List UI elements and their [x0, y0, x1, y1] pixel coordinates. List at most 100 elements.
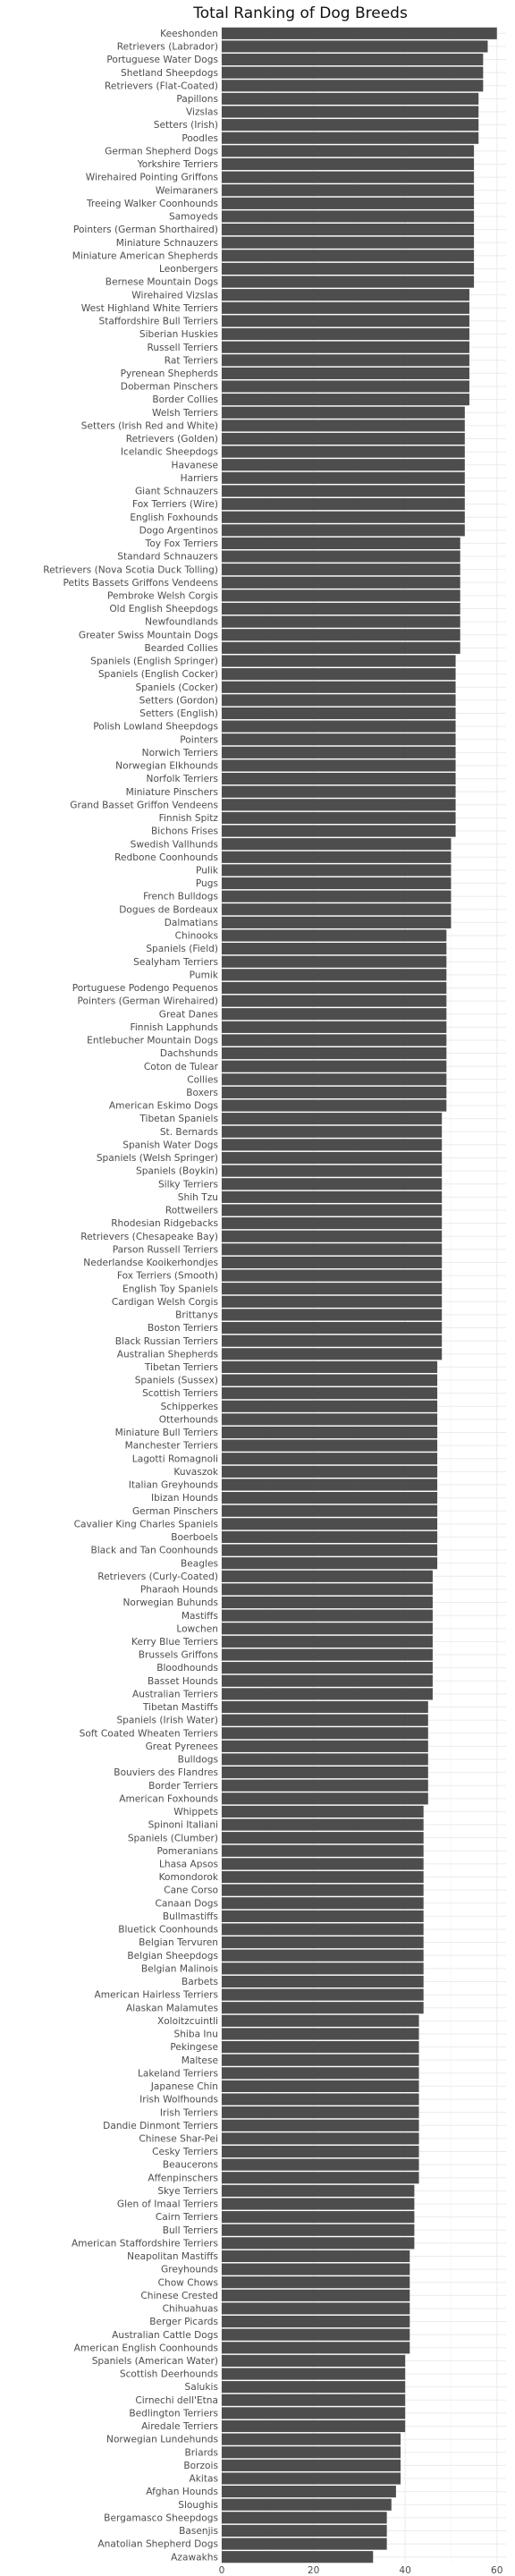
bar	[222, 1243, 443, 1256]
bar	[222, 1570, 433, 1582]
bar	[222, 1648, 433, 1661]
category-label: Bullmastiffs	[163, 1911, 218, 1922]
bar	[222, 380, 469, 393]
bar	[222, 289, 469, 301]
bar	[222, 655, 456, 667]
category-label: Spaniels (Irish Water)	[116, 1716, 218, 1726]
bar	[222, 707, 456, 720]
bar	[222, 1949, 424, 1962]
category-label: Bull Terriers	[163, 2225, 218, 2236]
bar	[222, 1870, 424, 1884]
bar	[222, 2211, 415, 2224]
bar	[222, 1792, 428, 1805]
category-label: Norwich Terriers	[142, 748, 218, 758]
category-label: Toy Fox Terriers	[145, 538, 218, 549]
category-label: Rottweilers	[165, 1206, 218, 1216]
bar-series	[222, 27, 497, 2563]
bar	[222, 641, 460, 654]
bar	[222, 262, 475, 275]
category-label: Boxers	[186, 1088, 218, 1098]
category-label: Brittanys	[175, 1310, 218, 1321]
bar	[222, 1988, 424, 2001]
category-label: Whippets	[173, 1807, 218, 1818]
category-label: Pyrenean Shepherds	[121, 369, 218, 379]
category-label: Shetland Sheepdogs	[121, 68, 218, 79]
bar	[222, 681, 456, 693]
bar	[222, 315, 469, 327]
category-label: American Staffordshire Terriers	[72, 2238, 218, 2249]
bar	[222, 53, 484, 66]
bar	[222, 367, 469, 379]
category-label: Maltese	[182, 2055, 218, 2066]
category-label: Vizslas	[186, 107, 218, 118]
bar	[222, 2354, 406, 2367]
category-label: Finnish Lapphunds	[131, 1022, 218, 1033]
category-label: Berger Picards	[149, 2317, 218, 2327]
category-label: Pugs	[196, 878, 218, 889]
bar	[222, 1700, 428, 1714]
category-label: Chinese Crested	[140, 2291, 218, 2301]
bar	[222, 1518, 438, 1530]
category-label: Spaniels (Cocker)	[135, 682, 218, 693]
bar	[222, 224, 475, 236]
x-tick-label: 40	[399, 2565, 411, 2576]
bar	[222, 92, 479, 105]
bar	[222, 1073, 447, 1086]
category-label: Boston Terriers	[148, 1323, 218, 1334]
category-label: Staffordshire Bull Terriers	[98, 317, 218, 327]
bar	[222, 864, 452, 877]
bar	[222, 2002, 424, 2014]
category-label: Shih Tzu	[178, 1192, 218, 1203]
category-label: Setters (Irish Red and White)	[81, 420, 218, 431]
bar	[222, 1975, 424, 1988]
category-label: Black Russian Terriers	[115, 1336, 218, 1347]
category-label: Ibizan Hounds	[151, 1493, 218, 1504]
bar	[222, 2145, 419, 2158]
bar	[222, 1453, 438, 1465]
bar	[222, 459, 465, 471]
category-label: German Shepherd Dogs	[105, 146, 218, 157]
category-label: Keeshonden	[160, 29, 218, 39]
category-label: Setters (English)	[139, 708, 218, 719]
bar	[222, 197, 475, 209]
category-label: Chihuahuas	[163, 2304, 218, 2315]
bar	[222, 2498, 392, 2511]
category-label: Icelandic Sheepdogs	[121, 447, 218, 458]
category-label: Welsh Terriers	[152, 408, 218, 419]
bar	[222, 2198, 415, 2210]
bar	[222, 2394, 406, 2406]
bar	[222, 2419, 406, 2433]
category-label: Australian Cattle Dogs	[112, 2330, 218, 2341]
bar	[222, 2342, 410, 2354]
x-tick-label: 20	[308, 2565, 320, 2576]
category-label: Rhodesian Ridgebacks	[111, 1218, 218, 1229]
category-label: Fox Terriers (Smooth)	[117, 1271, 218, 1282]
bar	[222, 1309, 443, 1321]
bar	[222, 825, 456, 837]
bar	[222, 275, 475, 288]
bar	[222, 1544, 438, 1556]
bar	[222, 184, 475, 197]
category-label: Finnish Spitz	[159, 813, 219, 824]
bar	[222, 1530, 438, 1544]
bar	[222, 615, 460, 628]
category-label: Dogo Argentinos	[139, 525, 218, 536]
category-label: Manchester Terriers	[125, 1441, 218, 1452]
category-label: Grand Basset Griffon Vendeens	[70, 800, 218, 810]
bar	[222, 327, 469, 341]
bar	[222, 1492, 438, 1504]
bar	[222, 838, 452, 851]
bar	[222, 1230, 443, 1242]
bar	[222, 694, 456, 707]
category-label: Kuvaszok	[173, 1467, 218, 1478]
bar	[222, 2263, 410, 2275]
bar	[222, 1335, 443, 1347]
category-label: Papillons	[176, 94, 218, 105]
bar	[222, 2067, 419, 2080]
category-label: Chow Chows	[158, 2277, 218, 2288]
category-label: Pointers (German Wirehaired)	[78, 996, 218, 1007]
bar	[222, 2014, 419, 2027]
category-label: Spaniels (Boykin)	[136, 1166, 218, 1177]
category-label: Bichons Frises	[151, 826, 218, 837]
